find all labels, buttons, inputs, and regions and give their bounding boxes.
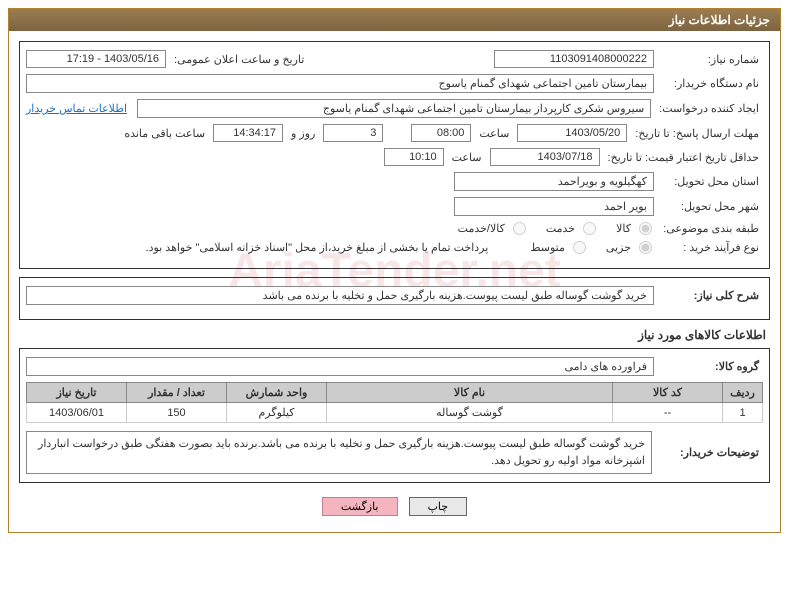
deadline-time: 08:00	[411, 124, 471, 142]
radio-partial-label: جزیی	[606, 241, 631, 254]
province-value: کهگیلویه و بویراحمد	[454, 172, 654, 191]
print-button[interactable]: چاپ	[409, 497, 468, 516]
process-label: نوع فرآیند خرید :	[658, 241, 763, 254]
radio-goods-label: کالا	[616, 222, 631, 235]
th-name: نام کالا	[327, 383, 613, 403]
items-heading: اطلاعات کالاهای مورد نیاز	[23, 328, 766, 342]
announce-label: تاریخ و ساعت اعلان عمومی:	[170, 53, 308, 66]
th-row: ردیف	[723, 383, 763, 403]
buyer-note-value: خرید گوشت گوساله طبق لیست پیوست.هزینه با…	[26, 431, 652, 474]
city-label: شهر محل تحویل:	[658, 200, 763, 213]
panel-body: AriaTender.net شماره نیاز: 1103091408000…	[9, 31, 780, 532]
summary-value: خرید گوشت گوساله طبق لیست پیوست.هزینه با…	[26, 286, 654, 305]
validity-time-label: ساعت	[448, 151, 486, 164]
summary-fieldset: شرح کلی نیاز: خرید گوشت گوساله طبق لیست …	[19, 277, 770, 320]
radio-goods[interactable]	[639, 222, 652, 235]
button-row: چاپ بازگشت	[19, 491, 770, 522]
radio-medium[interactable]	[573, 241, 586, 254]
cell-name: گوشت گوساله	[327, 403, 613, 423]
items-fieldset: گروه کالا: فراورده های دامی ردیف کد کالا…	[19, 348, 770, 483]
buyer-org-label: نام دستگاه خریدار:	[658, 77, 763, 90]
deadline-time-label: ساعت	[475, 127, 513, 140]
group-value: فراورده های دامی	[26, 357, 654, 376]
buyer-note-row: توضیحات خریدار: خرید گوشت گوساله طبق لیس…	[26, 431, 763, 474]
cell-qty: 150	[127, 403, 227, 423]
cell-date: 1403/06/01	[27, 403, 127, 423]
radio-service-label: خدمت	[546, 222, 575, 235]
deadline-date: 1403/05/20	[517, 124, 627, 142]
th-qty: تعداد / مقدار	[127, 383, 227, 403]
table-header-row: ردیف کد کالا نام کالا واحد شمارش تعداد /…	[27, 383, 763, 403]
city-value: بویر احمد	[454, 197, 654, 216]
main-fieldset: شماره نیاز: 1103091408000222 تاریخ و ساع…	[19, 41, 770, 269]
items-table: ردیف کد کالا نام کالا واحد شمارش تعداد /…	[26, 382, 763, 423]
days-remaining: 3	[323, 124, 383, 142]
cell-row: 1	[723, 403, 763, 423]
radio-both-label: کالا/خدمت	[458, 222, 505, 235]
table-row: 1 -- گوشت گوساله کیلوگرم 150 1403/06/01	[27, 403, 763, 423]
need-no-value: 1103091408000222	[494, 50, 654, 68]
cell-code: --	[613, 403, 723, 423]
cell-unit: کیلوگرم	[227, 403, 327, 423]
radio-partial[interactable]	[639, 241, 652, 254]
buyer-contact-link[interactable]: اطلاعات تماس خریدار	[26, 102, 127, 115]
payment-note: پرداخت تمام یا بخشی از مبلغ خرید،از محل …	[146, 241, 489, 254]
validity-time: 10:10	[384, 148, 444, 166]
deadline-label: مهلت ارسال پاسخ: تا تاریخ:	[631, 127, 763, 140]
th-code: کد کالا	[613, 383, 723, 403]
summary-label: شرح کلی نیاز:	[658, 289, 763, 302]
creator-label: ایجاد کننده درخواست:	[655, 102, 763, 115]
th-date: تاریخ نیاز	[27, 383, 127, 403]
days-label: روز و	[287, 127, 319, 140]
time-remaining: 14:34:17	[213, 124, 283, 142]
validity-label: حداقل تاریخ اعتبار قیمت: تا تاریخ:	[604, 151, 763, 164]
radio-both[interactable]	[513, 222, 526, 235]
creator-value: سیروس شکری کارپرداز بیمارستان تامین اجتم…	[137, 99, 651, 118]
panel-title: جزئیات اطلاعات نیاز	[9, 9, 780, 31]
radio-medium-label: متوسط	[530, 241, 565, 254]
th-unit: واحد شمارش	[227, 383, 327, 403]
validity-date: 1403/07/18	[490, 148, 600, 166]
buyer-org-value: بیمارستان تامین اجتماعی شهدای گمنام یاسو…	[26, 74, 654, 93]
details-panel: جزئیات اطلاعات نیاز AriaTender.net شماره…	[8, 8, 781, 533]
group-label: گروه کالا:	[658, 360, 763, 373]
announce-value: 1403/05/16 - 17:19	[26, 50, 166, 68]
time-remaining-label: ساعت باقی مانده	[120, 127, 209, 140]
category-label: طبقه بندی موضوعی:	[658, 222, 763, 235]
radio-service[interactable]	[583, 222, 596, 235]
province-label: استان محل تحویل:	[658, 175, 763, 188]
need-no-label: شماره نیاز:	[658, 53, 763, 66]
back-button[interactable]: بازگشت	[322, 497, 398, 516]
buyer-note-label: توضیحات خریدار:	[658, 431, 763, 474]
